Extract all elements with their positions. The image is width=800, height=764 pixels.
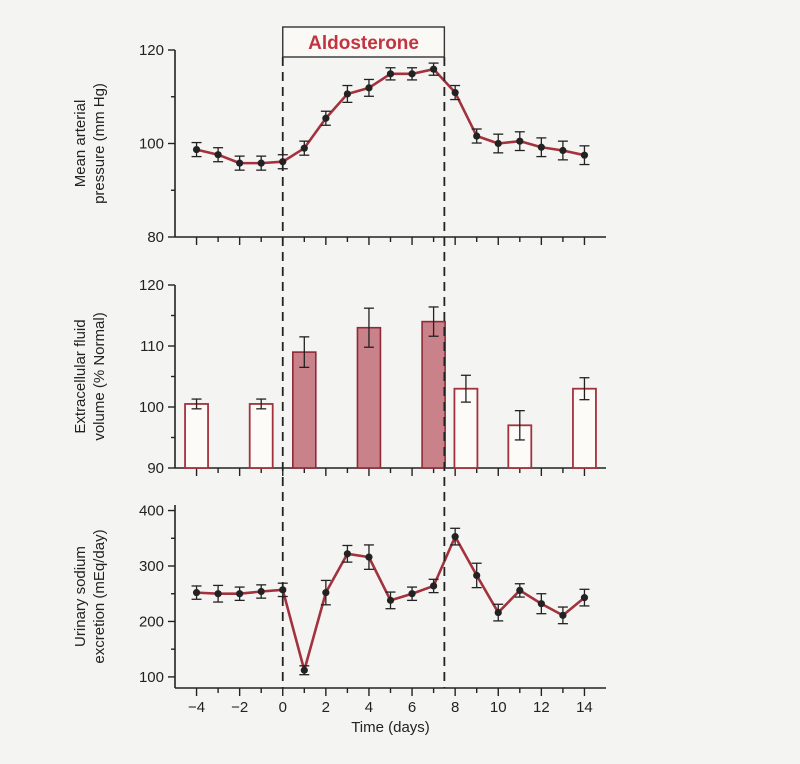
y-tick-label: 400	[139, 503, 164, 520]
y-axis-label: Urinary sodium excretion (mEq/day)	[72, 529, 108, 663]
y-axis-label: Mean arterial pressure (mm Hg)	[72, 83, 108, 204]
bar-control	[248, 403, 274, 469]
y-tick-label: 80	[147, 229, 164, 246]
data-point	[537, 600, 545, 608]
x-tick-label: 4	[365, 699, 373, 716]
data-point	[192, 145, 201, 154]
data-point	[300, 144, 308, 152]
data-point	[343, 90, 351, 98]
data-point	[365, 84, 373, 92]
y-axis-label-line: Extracellular fluid	[72, 319, 89, 433]
data-point	[473, 571, 481, 580]
data-point	[494, 608, 502, 617]
data-point	[192, 589, 201, 597]
y-tick-label: 100	[139, 399, 164, 416]
x-tick-label: 12	[533, 699, 550, 716]
mean-arterial-pressure-panel: 80 100 120 Mean arterial pressure (mm Hg)	[72, 42, 606, 246]
data-point	[236, 590, 244, 598]
bar-control	[184, 403, 209, 469]
x-axis-label: Time (days)	[351, 719, 430, 736]
y-tick-label: 100	[139, 669, 164, 686]
y-axis-label-line: pressure (mm Hg)	[91, 83, 108, 204]
aldosterone-label-box	[282, 26, 446, 58]
x-tick-label: 0	[279, 699, 287, 716]
data-point	[516, 137, 524, 145]
data-point	[580, 594, 589, 602]
data-point	[257, 159, 265, 167]
bar-aldosterone	[291, 351, 317, 469]
data-point	[408, 590, 416, 598]
data-point	[559, 146, 567, 155]
y-tick-label: 110	[140, 338, 164, 355]
data-point	[580, 151, 589, 159]
data-point	[430, 65, 438, 73]
aldosterone-period-annotation: Aldosterone	[281, 26, 446, 688]
y-axis-label-line: volume (% Normal)	[91, 312, 108, 440]
y-tick-label: 200	[139, 613, 164, 630]
y-tick-label: 90	[147, 460, 164, 477]
data-point	[386, 596, 395, 604]
data-point	[322, 589, 330, 597]
y-tick-label: 120	[139, 42, 164, 59]
data-point	[494, 139, 502, 148]
x-tick-label: 8	[451, 699, 459, 716]
data-point	[300, 666, 308, 674]
data-point	[408, 70, 416, 78]
x-tick-label: 2	[322, 699, 330, 716]
data-point	[322, 114, 330, 122]
data-point	[537, 143, 545, 151]
data-point	[473, 132, 481, 140]
x-tick-label: 6	[408, 699, 416, 716]
data-point	[365, 553, 373, 561]
data-point	[343, 550, 351, 558]
data-point	[451, 533, 459, 541]
extracellular-fluid-volume-panel: 90 100 110 120 Extracellular fluid volume (% …	[72, 277, 606, 477]
bar-aldosterone	[356, 326, 382, 469]
data-point	[214, 590, 222, 598]
x-tick-label: 10	[490, 699, 507, 716]
data-point	[257, 587, 265, 596]
data-point	[386, 70, 395, 78]
data-point	[214, 151, 222, 159]
y-axis-label-line: Mean arterial	[72, 100, 89, 188]
y-axis-label-line: excretion (mEq/day)	[91, 529, 108, 663]
bar-control	[572, 387, 597, 469]
x-tick-label: −4	[188, 699, 205, 716]
y-tick-label: 300	[139, 558, 164, 575]
y-axis-label-line: Urinary sodium	[72, 546, 89, 647]
data-point	[236, 159, 244, 167]
bar-aldosterone	[421, 320, 446, 469]
data-point	[559, 611, 567, 619]
data-point	[451, 88, 459, 97]
y-tick-label: 120	[139, 277, 164, 294]
x-tick-label: −2	[231, 699, 248, 716]
y-tick-label: 100	[139, 136, 164, 153]
data-point	[279, 158, 287, 166]
x-tick-label: 14	[576, 699, 593, 716]
y-axis-label: Extracellular fluid volume (% Normal)	[72, 312, 108, 440]
data-point	[516, 586, 524, 595]
series-line	[196, 67, 585, 165]
data-point	[430, 582, 438, 590]
aldosterone-label: Aldosterone	[308, 33, 419, 54]
